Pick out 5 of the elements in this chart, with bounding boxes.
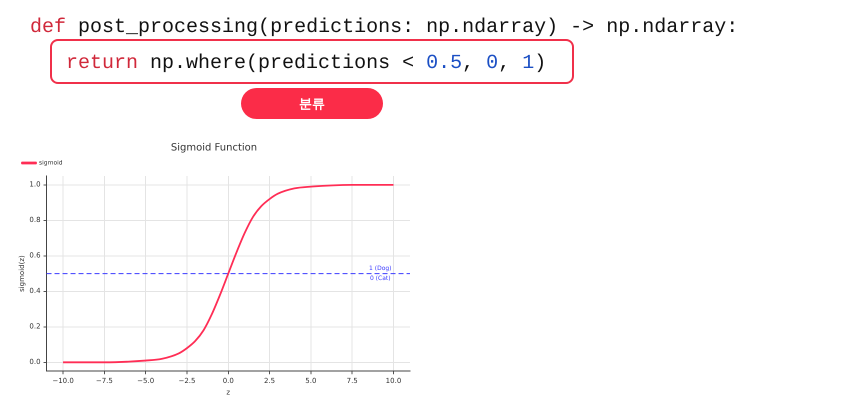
text: 분류 [241,88,383,119]
chart-title: Sigmoid Function [170,142,258,154]
line-series [62,184,394,364]
text: def post_processing(predictions: np.ndarray) -> np.ndarray: [30,16,738,39]
text: return np.where(predictions < 0.5, 0, 1) [66,52,546,75]
